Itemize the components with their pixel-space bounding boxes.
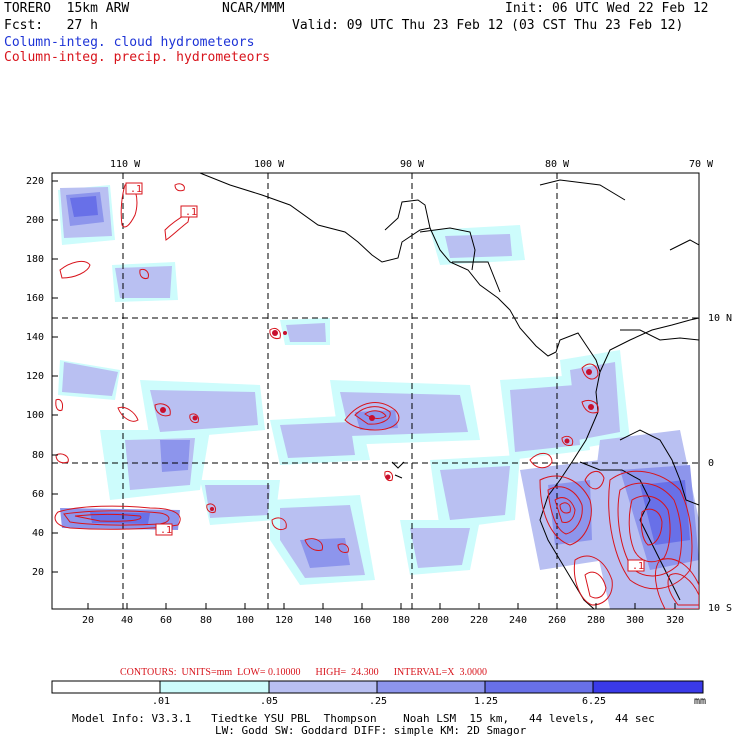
x-tick-180: 180 bbox=[392, 615, 411, 626]
precip-cores bbox=[160, 330, 594, 511]
x-tick-200: 200 bbox=[431, 615, 450, 626]
lon-label-80w: 80 W bbox=[545, 159, 570, 170]
y-tick-180: 180 bbox=[26, 254, 45, 265]
x-tick-280: 280 bbox=[587, 615, 606, 626]
lat-label-eq: 0 bbox=[708, 458, 715, 469]
x-tick-120: 120 bbox=[275, 615, 294, 626]
contour-label-4: .1 bbox=[632, 561, 645, 572]
contour-label-1: .1 bbox=[130, 184, 143, 195]
contour-label-boxes bbox=[125, 182, 645, 572]
y-tick-60: 60 bbox=[32, 489, 45, 500]
x-tick-100: 100 bbox=[236, 615, 255, 626]
x-tick-320: 320 bbox=[666, 615, 685, 626]
valid-time: Valid: 09 UTC Thu 23 Feb 12 (03 CST Thu … bbox=[292, 18, 684, 33]
lon-label-90w: 90 W bbox=[400, 159, 425, 170]
x-tick-80: 80 bbox=[200, 615, 213, 626]
model-name: TORERO 15km ARW bbox=[4, 1, 130, 16]
x-tick-160: 160 bbox=[353, 615, 372, 626]
contours-info: CONTOURS: UNITS=mm LOW= 0.10000 HIGH= 24… bbox=[120, 667, 487, 678]
contour-label-2: .1 bbox=[185, 207, 198, 218]
cloud-shading bbox=[58, 185, 699, 609]
lon-label-70w: 70 W bbox=[689, 159, 714, 170]
y-tick-120: 120 bbox=[26, 371, 45, 382]
lon-label-110w: 110 W bbox=[110, 159, 141, 170]
y-tick-140: 140 bbox=[26, 332, 45, 343]
colorbar-label-125: 1.25 bbox=[474, 696, 499, 707]
y-tick-80: 80 bbox=[32, 450, 45, 461]
field-precip-title: Column-integ. precip. hydrometeors bbox=[4, 50, 271, 65]
colorbar-label-005: .05 bbox=[260, 696, 279, 707]
init-time: Init: 06 UTC Wed 22 Feb 12 bbox=[505, 1, 709, 16]
x-tick-260: 260 bbox=[548, 615, 567, 626]
y-tick-160: 160 bbox=[26, 293, 45, 304]
contours-high: HIGH= 24.300 bbox=[315, 667, 379, 678]
y-tick-20: 20 bbox=[32, 567, 45, 578]
y-tick-100: 100 bbox=[26, 410, 45, 421]
colorbar-label-025: .25 bbox=[369, 696, 388, 707]
axis-ticks bbox=[52, 180, 676, 609]
contours-units: CONTOURS: UNITS=mm LOW= 0.10000 bbox=[120, 667, 301, 678]
colorbar bbox=[51, 680, 704, 694]
x-tick-20: 20 bbox=[82, 615, 95, 626]
contour-label-3: .1 bbox=[160, 525, 173, 536]
x-tick-240: 240 bbox=[509, 615, 528, 626]
lat-label-10n: 10 N bbox=[708, 313, 733, 324]
organization: NCAR/MMM bbox=[222, 1, 285, 16]
lat-label-10s: 10 S bbox=[708, 603, 733, 614]
model-info-line2: LW: Godd SW: Goddard DIFF: simple KM: 2D… bbox=[215, 724, 527, 737]
x-tick-60: 60 bbox=[160, 615, 173, 626]
x-tick-220: 220 bbox=[470, 615, 489, 626]
x-tick-40: 40 bbox=[121, 615, 134, 626]
model-info-line1: Model Info: V3.3.1 Tiedtke YSU PBL Thomp… bbox=[72, 712, 655, 725]
colorbar-label-625: 6.25 bbox=[582, 696, 607, 707]
y-tick-200: 200 bbox=[26, 215, 45, 226]
lon-label-100w: 100 W bbox=[254, 159, 285, 170]
forecast-hour: Fcst: 27 h bbox=[4, 18, 98, 33]
y-tick-40: 40 bbox=[32, 528, 45, 539]
field-cloud-title: Column-integ. cloud hydrometeors bbox=[4, 35, 255, 50]
y-tick-220: 220 bbox=[26, 176, 45, 187]
coastlines bbox=[199, 173, 699, 609]
contours-interval: INTERVAL=X 3.0000 bbox=[393, 667, 487, 678]
x-tick-300: 300 bbox=[626, 615, 645, 626]
x-tick-140: 140 bbox=[314, 615, 333, 626]
colorbar-label-001: .01 bbox=[152, 696, 171, 707]
colorbar-units: mm bbox=[694, 696, 707, 707]
